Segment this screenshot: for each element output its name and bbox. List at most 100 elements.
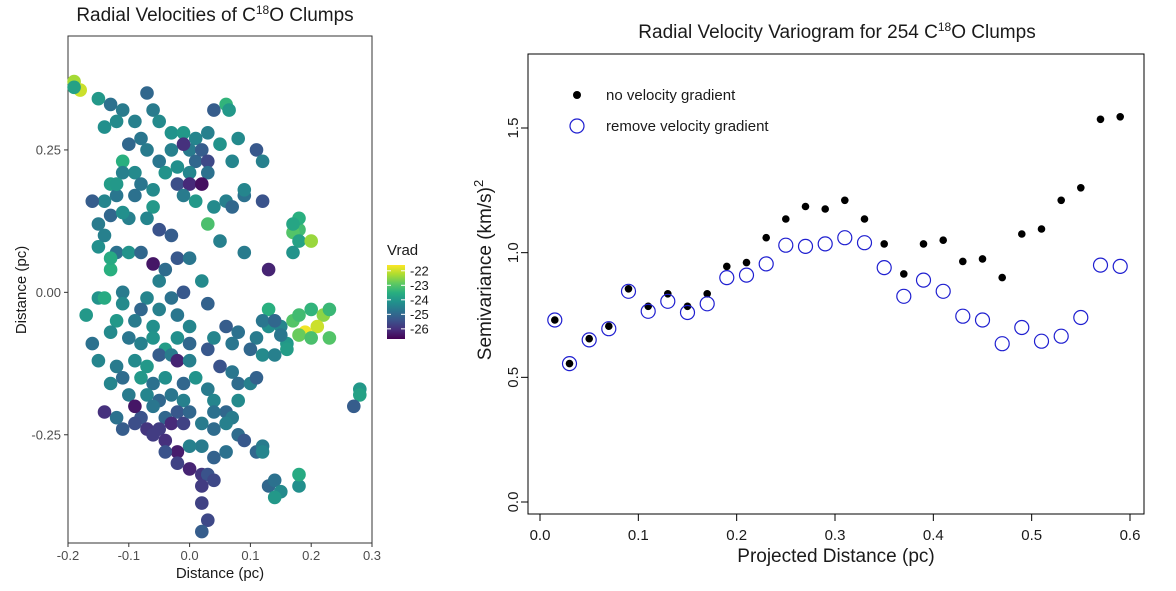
left-data-point xyxy=(255,314,270,328)
legend-label-no-gradient: no velocity gradient xyxy=(606,87,736,104)
left-data-point xyxy=(249,143,264,157)
left-data-point xyxy=(146,376,160,391)
left-data-point xyxy=(170,160,185,174)
remove-gradient-point xyxy=(758,256,774,272)
left-data-point xyxy=(152,274,166,288)
left-data-point xyxy=(207,103,221,117)
left-data-point xyxy=(255,194,270,208)
left-data-point xyxy=(182,165,197,180)
left-y-tick-label: -0.25 xyxy=(31,427,61,442)
left-data-point xyxy=(164,143,179,157)
no-gradient-point xyxy=(683,302,692,311)
right-chart-title: Radial Velocity Variogram for 254 C18O C… xyxy=(638,20,1035,43)
left-data-point xyxy=(115,205,130,220)
no-gradient-point xyxy=(742,258,751,267)
left-data-point xyxy=(225,336,239,351)
left-data-point xyxy=(219,319,233,334)
left-data-point xyxy=(115,165,130,180)
left-data-point xyxy=(128,188,142,203)
left-data-point xyxy=(292,328,306,342)
left-data-point xyxy=(182,336,197,351)
left-data-point xyxy=(170,353,185,368)
right-y-axis-label: Semivariance (km/s)2 xyxy=(471,180,496,360)
left-data-point xyxy=(292,467,306,482)
left-data-point xyxy=(140,291,154,305)
no-gradient-point xyxy=(880,240,888,248)
left-title-superscript: 18 xyxy=(256,3,270,17)
left-data-point xyxy=(170,331,185,345)
colorbar-tick-label: -22 xyxy=(410,263,429,278)
right-x-tick-label: 0.3 xyxy=(825,527,846,544)
right-points xyxy=(547,113,1128,372)
left-data-point xyxy=(195,416,209,431)
left-data-point xyxy=(170,177,185,191)
remove-gradient-point xyxy=(896,288,912,304)
left-data-point xyxy=(182,177,197,191)
no-gradient-point xyxy=(801,202,810,211)
left-data-point xyxy=(128,114,142,129)
left-data-point xyxy=(109,359,124,374)
remove-gradient-point xyxy=(974,312,991,328)
remove-gradient-point xyxy=(915,272,932,288)
left-data-point xyxy=(176,376,191,391)
right-y-axis-ticks: 0.0 0.5 1.0 1.5 xyxy=(505,118,528,512)
no-gradient-point xyxy=(978,255,987,263)
no-gradient-point xyxy=(551,316,559,324)
legend-filled-marker xyxy=(573,91,581,99)
left-data-point xyxy=(225,365,239,379)
left-data-point xyxy=(103,208,118,223)
remove-gradient-point xyxy=(817,236,833,252)
left-data-point xyxy=(97,291,112,305)
left-data-point xyxy=(243,342,258,357)
left-title-suffix: O Clumps xyxy=(269,5,353,26)
remove-gradient-point xyxy=(1092,257,1109,273)
left-data-point xyxy=(115,103,130,117)
left-data-point xyxy=(97,194,112,208)
right-x-tick-label: 0.0 xyxy=(530,527,551,544)
left-data-point xyxy=(170,308,185,322)
left-data-point xyxy=(219,445,233,459)
colorbar-title: Vrad xyxy=(387,242,418,259)
no-gradient-point xyxy=(1037,225,1046,233)
left-data-point xyxy=(267,490,282,505)
left-data-point xyxy=(225,200,239,214)
left-data-point xyxy=(255,348,270,362)
left-data-point xyxy=(207,473,221,488)
legend: no velocity gradient remove velocity gra… xyxy=(569,87,769,135)
left-data-point xyxy=(158,371,173,385)
left-data-point xyxy=(109,188,124,203)
no-gradient-point xyxy=(585,334,593,343)
left-data-point xyxy=(91,91,106,106)
left-data-point xyxy=(109,114,124,129)
left-data-point xyxy=(103,97,118,112)
left-data-point xyxy=(140,388,154,402)
left-data-point xyxy=(188,154,203,169)
left-data-point xyxy=(261,302,276,317)
left-x-axis-label: Distance (pc) xyxy=(176,565,264,582)
left-data-point xyxy=(134,371,148,385)
right-x-tick-label: 0.4 xyxy=(923,527,944,544)
left-data-point xyxy=(207,200,221,214)
left-data-point xyxy=(195,143,209,157)
left-data-point xyxy=(201,126,215,140)
left-data-point xyxy=(164,388,179,402)
left-data-point xyxy=(201,382,215,397)
left-data-point xyxy=(152,154,166,169)
left-data-point xyxy=(176,285,191,300)
colorbar-tick-label: -23 xyxy=(410,278,429,293)
left-data-point xyxy=(109,177,124,191)
colorbar-ticks: -22-23-24-25-26 xyxy=(387,263,429,336)
remove-gradient-point xyxy=(856,235,873,251)
left-data-point xyxy=(225,154,239,169)
left-data-point xyxy=(85,194,100,208)
left-data-point xyxy=(274,328,288,342)
left-data-point xyxy=(146,428,160,442)
left-x-tick-label: -0.1 xyxy=(118,548,140,563)
left-data-point xyxy=(182,353,197,368)
left-data-point xyxy=(152,114,166,129)
left-chart-title: Radial Velocities of C18O Clumps xyxy=(76,3,353,26)
no-gradient-point xyxy=(860,215,869,223)
left-data-point xyxy=(176,188,191,203)
remove-gradient-point xyxy=(778,237,794,253)
